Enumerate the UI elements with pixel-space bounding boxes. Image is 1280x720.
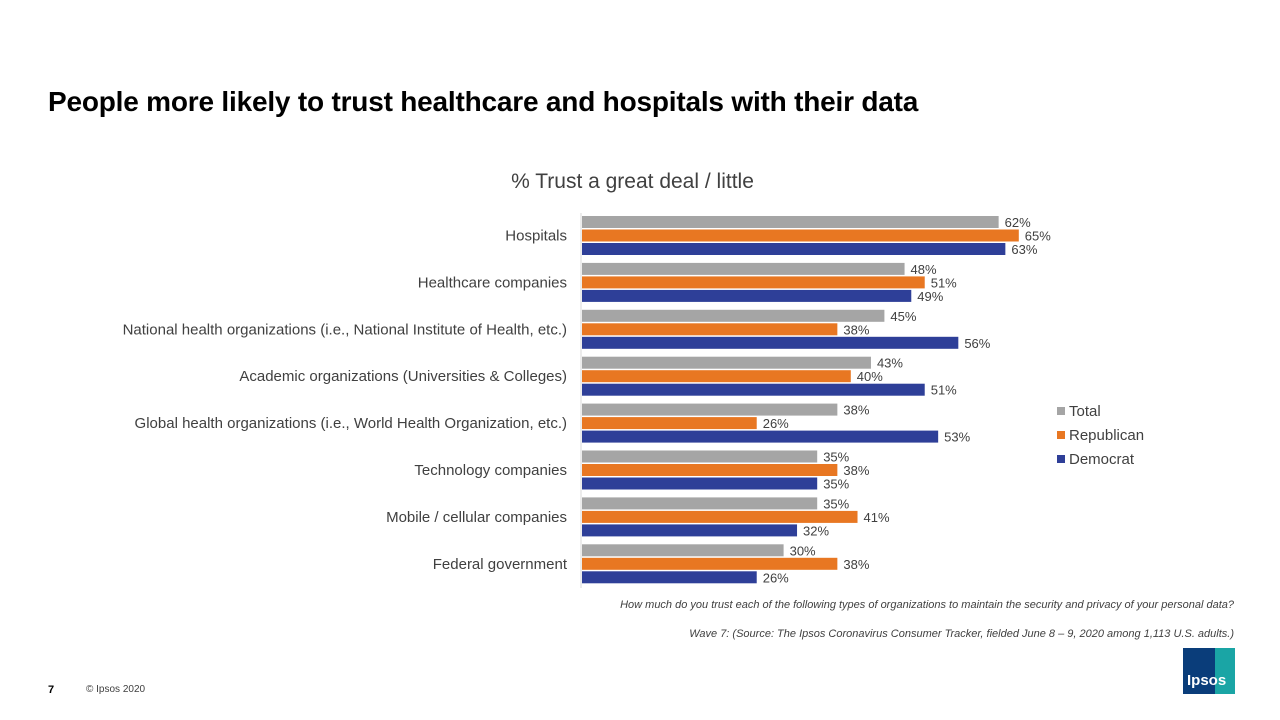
copyright: © Ipsos 2020 — [86, 684, 146, 695]
data-label-total-3: 45% — [890, 309, 916, 324]
legend-swatch-republican — [1057, 431, 1065, 439]
bar-total-2 — [582, 262, 905, 275]
bar-republican-6 — [582, 464, 838, 476]
logo-text: Ipsos — [1187, 672, 1227, 689]
bar-republican-1 — [582, 229, 1019, 242]
bar-total-6 — [582, 450, 818, 463]
category-label-national-health-organizations-i-e-national-institute-of-health-etc: National health organizations (i.e., Nat… — [123, 321, 567, 338]
bar-republican-4 — [582, 370, 851, 383]
category-label-technology-companies: Technology companies — [414, 462, 567, 479]
data-label-democrat-8: 26% — [763, 570, 789, 585]
data-label-democrat-5: 53% — [944, 430, 970, 445]
bar-republican-5 — [582, 417, 757, 430]
legend-label-republican: Republican — [1069, 426, 1145, 444]
data-label-total-6: 35% — [823, 450, 849, 465]
bar-democrat-8 — [582, 571, 757, 584]
category-label-hospitals: Hospitals — [505, 228, 567, 245]
bar-democrat-7 — [582, 524, 798, 537]
bar-democrat-5 — [582, 430, 939, 443]
category-label-global-health-organizations-i-e-world-health-organization-etc: Global health organizations (i.e., World… — [135, 415, 567, 432]
source-footnote: Wave 7: (Source: The Ipsos Coronavirus C… — [689, 628, 1234, 640]
category-label-federal-government: Federal government — [433, 556, 568, 573]
data-label-total-1: 62% — [1005, 215, 1031, 230]
legend-item-republican: Republican — [1057, 423, 1144, 447]
data-label-republican-7: 41% — [864, 510, 890, 525]
bar-total-3 — [582, 309, 885, 322]
legend: Total Republican Democrat — [1057, 399, 1144, 471]
bar-republican-2 — [582, 276, 925, 289]
chart-title: % Trust a great deal / little — [511, 170, 754, 193]
data-label-total-4: 43% — [877, 356, 903, 371]
bar-total-4 — [582, 356, 871, 369]
bar-chart: Hospitals 62%65%63% Healthcare companies 48… — [123, 213, 1051, 588]
legend-swatch-total — [1057, 407, 1065, 415]
bar-total-1 — [582, 216, 999, 228]
data-label-republican-6: 38% — [843, 463, 869, 478]
category-label-healthcare-companies: Healthcare companies — [418, 274, 567, 291]
data-label-democrat-6: 35% — [823, 477, 849, 492]
bar-total-7 — [582, 497, 818, 510]
data-label-republican-3: 38% — [843, 322, 869, 337]
data-label-republican-8: 38% — [843, 557, 869, 572]
data-label-democrat-3: 56% — [964, 336, 990, 351]
bar-total-5 — [582, 403, 838, 416]
legend-item-total: Total — [1057, 399, 1144, 423]
data-label-democrat-2: 49% — [917, 289, 943, 304]
data-label-total-2: 48% — [911, 262, 937, 277]
bar-republican-7 — [582, 510, 858, 523]
question-footnote: How much do you trust each of the follow… — [620, 599, 1234, 611]
slide-title: People more likely to trust healthcare a… — [48, 86, 919, 117]
data-label-republican-5: 26% — [763, 416, 789, 431]
data-label-democrat-4: 51% — [931, 383, 957, 398]
bar-democrat-2 — [582, 289, 912, 302]
bar-democrat-6 — [582, 477, 818, 490]
data-label-democrat-1: 63% — [1011, 242, 1037, 257]
legend-label-democrat: Democrat — [1069, 450, 1135, 468]
logo-accent — [1215, 648, 1235, 694]
data-label-republican-1: 65% — [1025, 229, 1051, 244]
legend-swatch-democrat — [1057, 455, 1065, 463]
data-label-total-7: 35% — [823, 496, 849, 511]
bar-democrat-3 — [582, 336, 959, 349]
data-label-republican-4: 40% — [857, 369, 883, 384]
legend-label-total: Total — [1069, 402, 1101, 420]
data-label-total-5: 38% — [843, 403, 869, 418]
data-label-democrat-7: 32% — [803, 523, 829, 538]
category-label-academic-organizations-universities-colleges: Academic organizations (Universities & C… — [239, 368, 567, 385]
bar-democrat-4 — [582, 383, 925, 396]
ipsos-logo: Ipsos — [1183, 648, 1235, 694]
legend-item-democrat: Democrat — [1057, 447, 1144, 471]
bar-republican-8 — [582, 557, 838, 570]
bar-republican-3 — [582, 323, 838, 336]
data-label-total-8: 30% — [790, 543, 816, 558]
page-number: 7 — [48, 684, 55, 696]
bar-total-8 — [582, 544, 784, 557]
data-label-republican-2: 51% — [931, 275, 957, 290]
bar-democrat-1 — [582, 243, 1006, 255]
category-label-mobile-cellular-companies: Mobile / cellular companies — [386, 509, 567, 526]
